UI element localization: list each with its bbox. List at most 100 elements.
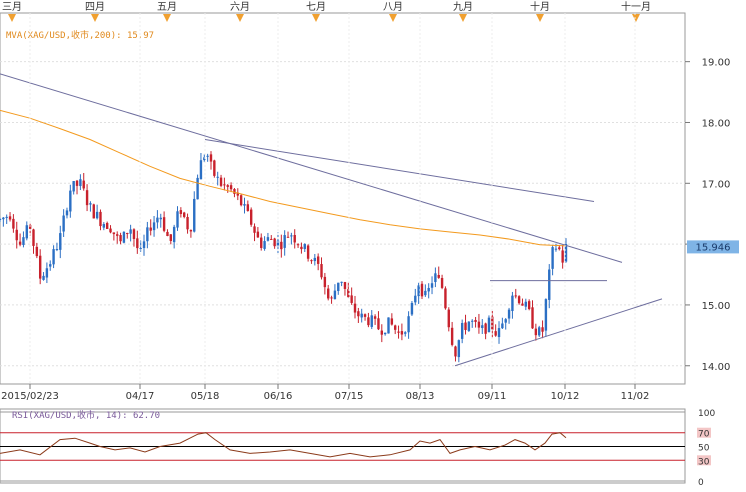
candle — [363, 313, 367, 321]
candle — [196, 174, 199, 200]
month-label: 五月 — [157, 1, 177, 13]
candle-body — [233, 189, 236, 194]
candle — [99, 209, 102, 231]
candle-body — [544, 299, 548, 331]
candle-body — [487, 317, 491, 333]
rsi-level-marker — [697, 455, 711, 466]
rsi-grid — [0, 411, 685, 482]
candle — [142, 234, 146, 256]
candle — [5, 214, 8, 224]
candle — [12, 214, 15, 233]
candle-body — [146, 227, 149, 242]
candle-body — [373, 316, 377, 319]
candle-body — [477, 321, 481, 328]
candle — [377, 311, 380, 331]
date-label: 2015/02/23 — [1, 391, 59, 402]
month-marker — [312, 14, 320, 22]
candle-body — [457, 340, 461, 358]
candle — [280, 234, 283, 258]
candle-body — [420, 283, 424, 297]
candle-body — [521, 303, 524, 306]
candle-body — [229, 185, 233, 190]
candle — [497, 321, 501, 344]
last-price-marker — [687, 240, 739, 254]
candle — [136, 230, 139, 254]
candle — [52, 245, 55, 269]
candle-body — [330, 297, 333, 299]
candle-body — [183, 212, 186, 217]
candle — [166, 229, 169, 237]
candle — [92, 203, 95, 219]
candle — [55, 242, 59, 252]
candle-body — [193, 198, 196, 232]
candle — [531, 300, 534, 329]
candle-body — [129, 229, 132, 234]
month-label: 七月 — [306, 1, 326, 13]
candle — [116, 231, 119, 244]
candle — [316, 253, 320, 271]
candle — [347, 282, 350, 298]
candle — [410, 301, 414, 316]
candle-body — [226, 185, 229, 187]
candle — [561, 244, 564, 269]
candle-body — [400, 331, 404, 335]
candle — [266, 232, 270, 242]
candle — [494, 324, 497, 337]
rsi-tick-label: 0 — [698, 478, 704, 488]
candle-body — [0, 218, 2, 220]
candle — [206, 153, 209, 162]
candle — [72, 180, 75, 195]
candle — [62, 209, 65, 237]
candle — [172, 224, 176, 249]
candle-body — [112, 232, 116, 235]
candle — [457, 339, 461, 363]
candle-body — [219, 177, 223, 186]
candle — [246, 200, 250, 212]
candle — [79, 174, 82, 191]
candle — [59, 225, 62, 259]
price-tick-label: 15.00 — [702, 301, 731, 312]
candle-body — [266, 237, 270, 241]
candle — [527, 299, 531, 311]
price-tick-label: 18.00 — [702, 118, 731, 129]
candle-body — [122, 231, 126, 243]
trendline — [204, 139, 595, 203]
candle-body — [367, 317, 370, 326]
candle — [511, 291, 514, 319]
candle-body — [72, 181, 75, 192]
candle-body — [527, 301, 531, 310]
candle — [35, 242, 39, 259]
candle-body — [347, 289, 350, 298]
candle — [434, 267, 437, 288]
candle — [330, 295, 333, 304]
candle — [544, 298, 548, 337]
candle — [69, 184, 72, 218]
candle — [521, 298, 524, 306]
candle — [239, 194, 243, 207]
candle-body — [186, 216, 189, 230]
candle — [414, 288, 417, 306]
candle — [203, 154, 206, 163]
candle — [249, 207, 253, 227]
candle-body — [280, 241, 283, 250]
candle — [337, 282, 340, 295]
candle — [18, 233, 22, 247]
rsi-line — [0, 432, 567, 458]
candle-body — [149, 227, 152, 231]
candle — [538, 325, 541, 338]
candle-body — [249, 209, 253, 225]
candle — [444, 286, 447, 310]
candle — [256, 227, 260, 238]
candle — [152, 215, 156, 237]
month-label: 三月 — [2, 1, 22, 13]
candle — [270, 235, 273, 240]
candle-body — [430, 283, 434, 288]
candle — [507, 307, 511, 324]
candle-body — [564, 243, 568, 262]
candle — [393, 324, 397, 335]
candle — [306, 244, 310, 262]
candle — [159, 213, 162, 228]
candle — [390, 313, 394, 326]
candle — [383, 332, 387, 336]
candle-body — [504, 319, 507, 323]
